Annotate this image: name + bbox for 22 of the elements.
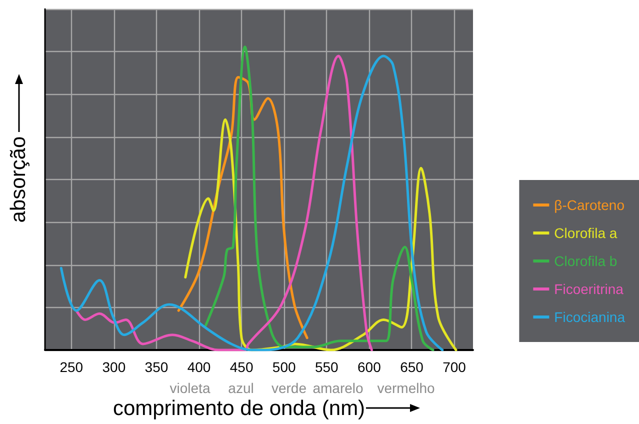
- x-tick-label: 450: [230, 359, 254, 375]
- x-tick-label: 350: [144, 359, 168, 375]
- x-tick-label: 250: [60, 359, 84, 375]
- text: amarelo: [312, 380, 364, 396]
- legend-label: β-Caroteno: [554, 197, 625, 213]
- text: verde: [271, 380, 307, 396]
- x-tick-label: 700: [442, 359, 466, 375]
- x-tick-label: 500: [272, 359, 296, 375]
- x-tick-label: 400: [187, 359, 211, 375]
- x-axis-title: comprimento de onda (nm): [112, 397, 366, 420]
- x-tick-label: 650: [400, 359, 424, 375]
- text: azul: [228, 380, 254, 396]
- legend-label: Ficoeritrina: [554, 281, 624, 297]
- x-tick-label: 300: [102, 359, 126, 375]
- legend-label: Clorofila b: [554, 253, 618, 269]
- text: vermelho: [377, 380, 435, 396]
- legend-label: Ficocianina: [554, 309, 626, 325]
- text: violeta: [170, 380, 210, 396]
- x-tick-label: 600: [358, 359, 382, 375]
- legend-label: Clorofila a: [554, 225, 618, 241]
- x-tick-label: 550: [314, 359, 339, 375]
- y-axis-title: absorção: [7, 136, 30, 223]
